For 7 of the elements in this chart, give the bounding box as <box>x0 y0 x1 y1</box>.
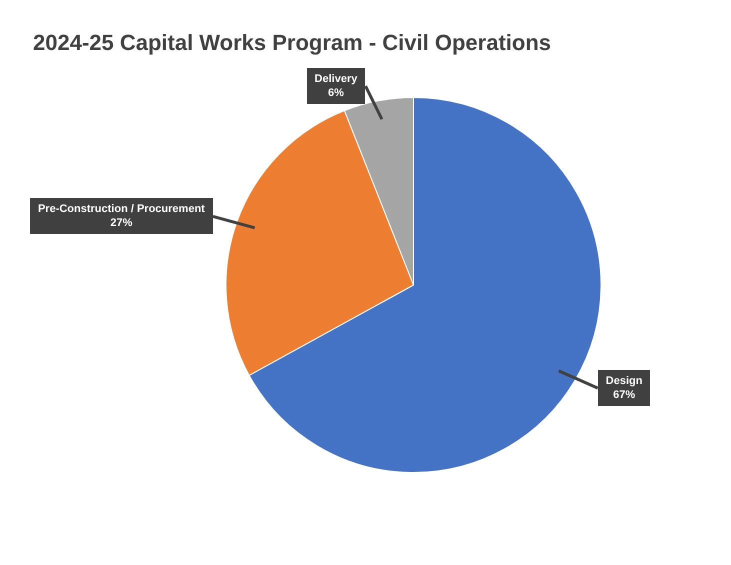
chart-title: 2024-25 Capital Works Program - Civil Operations <box>33 30 551 56</box>
data-label: 27% <box>109 216 134 230</box>
slice-label: Delivery <box>314 72 358 86</box>
slice-label: Design <box>606 374 642 388</box>
slice-label: Pre-Construction / Procurement <box>38 202 205 216</box>
data-label: 6% <box>327 86 345 100</box>
data-label: 67% <box>612 388 636 402</box>
